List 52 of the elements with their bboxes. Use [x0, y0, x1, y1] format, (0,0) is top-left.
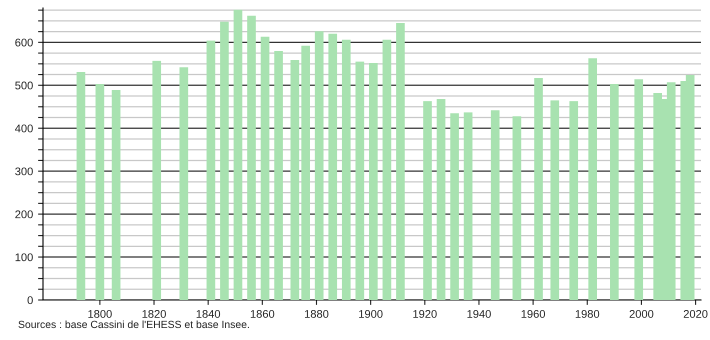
bar	[464, 112, 472, 300]
x-tick-label: 1820	[142, 310, 166, 318]
x-tick-label: 1920	[413, 310, 437, 318]
bar	[112, 90, 120, 300]
x-tick-label: 2020	[684, 310, 708, 318]
bar	[423, 101, 432, 300]
bar	[76, 72, 86, 300]
bar	[274, 50, 283, 300]
bar	[490, 110, 500, 300]
bar	[396, 23, 405, 300]
x-tick-label: 1800	[88, 310, 112, 318]
x-tick-label: 1900	[359, 310, 383, 318]
bar	[220, 22, 229, 300]
bar	[247, 16, 256, 300]
bar	[610, 84, 619, 300]
bar	[512, 116, 522, 300]
bar	[179, 67, 188, 300]
bar	[301, 46, 310, 300]
y-tick-label: 0	[28, 296, 33, 304]
x-tick-label: 1940	[467, 310, 491, 318]
y-tick-label: 500	[15, 82, 33, 90]
x-tick-label: 2000	[630, 310, 654, 318]
bar	[234, 10, 242, 300]
bar	[328, 34, 338, 300]
bar	[450, 113, 459, 300]
bar	[96, 84, 104, 300]
bar	[569, 101, 578, 300]
bar	[634, 79, 644, 300]
bar	[588, 58, 598, 300]
bar	[342, 40, 351, 300]
bar	[314, 31, 324, 300]
source-note: Sources : base Cassini de l'EHESS et base Insee.	[18, 320, 249, 328]
bar	[290, 60, 300, 300]
x-tick-label: 1880	[304, 310, 328, 318]
y-tick-label: 200	[15, 210, 33, 218]
y-tick-label: 600	[15, 38, 33, 46]
x-tick-label: 1960	[522, 310, 546, 318]
x-tick-label: 1860	[250, 310, 274, 318]
x-tick-label: 1980	[576, 310, 600, 318]
y-tick-label: 100	[16, 253, 33, 262]
bar	[534, 78, 543, 300]
bar	[206, 40, 216, 300]
x-tick-label: 1840	[196, 310, 220, 318]
y-tick-label: 400	[14, 124, 33, 132]
bar	[260, 36, 270, 300]
bar	[436, 99, 446, 300]
y-tick-label: 300	[15, 167, 33, 176]
bar	[550, 100, 560, 300]
bar	[369, 62, 378, 300]
bar	[355, 62, 364, 300]
bar	[152, 60, 162, 300]
bar	[382, 40, 392, 300]
